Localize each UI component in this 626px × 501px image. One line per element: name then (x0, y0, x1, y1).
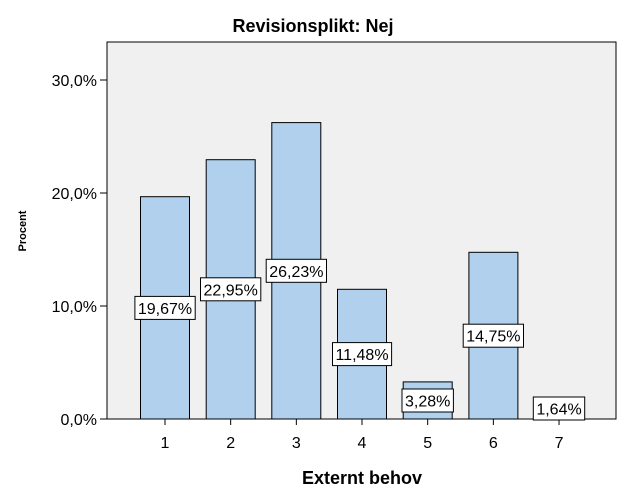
x-tick-label: 2 (226, 435, 235, 452)
data-label-box (401, 388, 454, 413)
x-tick-label: 1 (161, 435, 170, 452)
data-label-box (332, 342, 393, 367)
x-axis-label: Externt behov (302, 468, 422, 488)
data-label-box (134, 295, 196, 320)
x-tick-label: 7 (555, 435, 564, 452)
x-tick-label: 3 (292, 435, 301, 452)
x-tick-label: 5 (423, 435, 432, 452)
data-label: 14,75% (462, 323, 525, 348)
data-label-text: 14,75% (466, 329, 520, 346)
y-tick-label: 0,0% (61, 412, 97, 429)
x-tick-label: 4 (358, 435, 367, 452)
data-label-text: 22,95% (204, 282, 258, 299)
data-label-text: 26,23% (269, 264, 323, 281)
data-label-box (532, 396, 586, 421)
data-label: 26,23% (265, 258, 328, 283)
data-label-text: 19,67% (138, 301, 192, 318)
data-label-text: 11,48% (335, 347, 388, 364)
data-label: 19,67% (134, 295, 196, 320)
y-tick-label: 10,0% (52, 299, 97, 316)
data-label: 1,64% (532, 396, 586, 421)
y-tick-label: 20,0% (52, 186, 97, 203)
x-tick-label: 6 (489, 435, 498, 452)
chart-title: Revisionsplikt: Nej (232, 16, 393, 36)
y-axis: 0,0% 10,0% 20,0% 30,0% (52, 73, 107, 429)
data-label-box (265, 258, 328, 283)
x-axis: 1 2 3 4 5 6 7 (161, 419, 564, 452)
data-label-box (200, 277, 262, 302)
y-axis-label: Procent (17, 210, 29, 251)
data-label-text: 3,28% (405, 393, 450, 410)
data-label-text: 1,64% (536, 402, 581, 419)
data-labels-group: 19,67% 22,95% 26,23% 11,48% 3,28% 14,75% 1,64% (134, 258, 586, 421)
data-label: 11,48% (332, 342, 393, 367)
y-tick-label: 30,0% (52, 73, 97, 90)
data-label: 22,95% (200, 277, 262, 302)
data-label: 3,28% (401, 388, 454, 413)
data-label-box (462, 323, 525, 348)
